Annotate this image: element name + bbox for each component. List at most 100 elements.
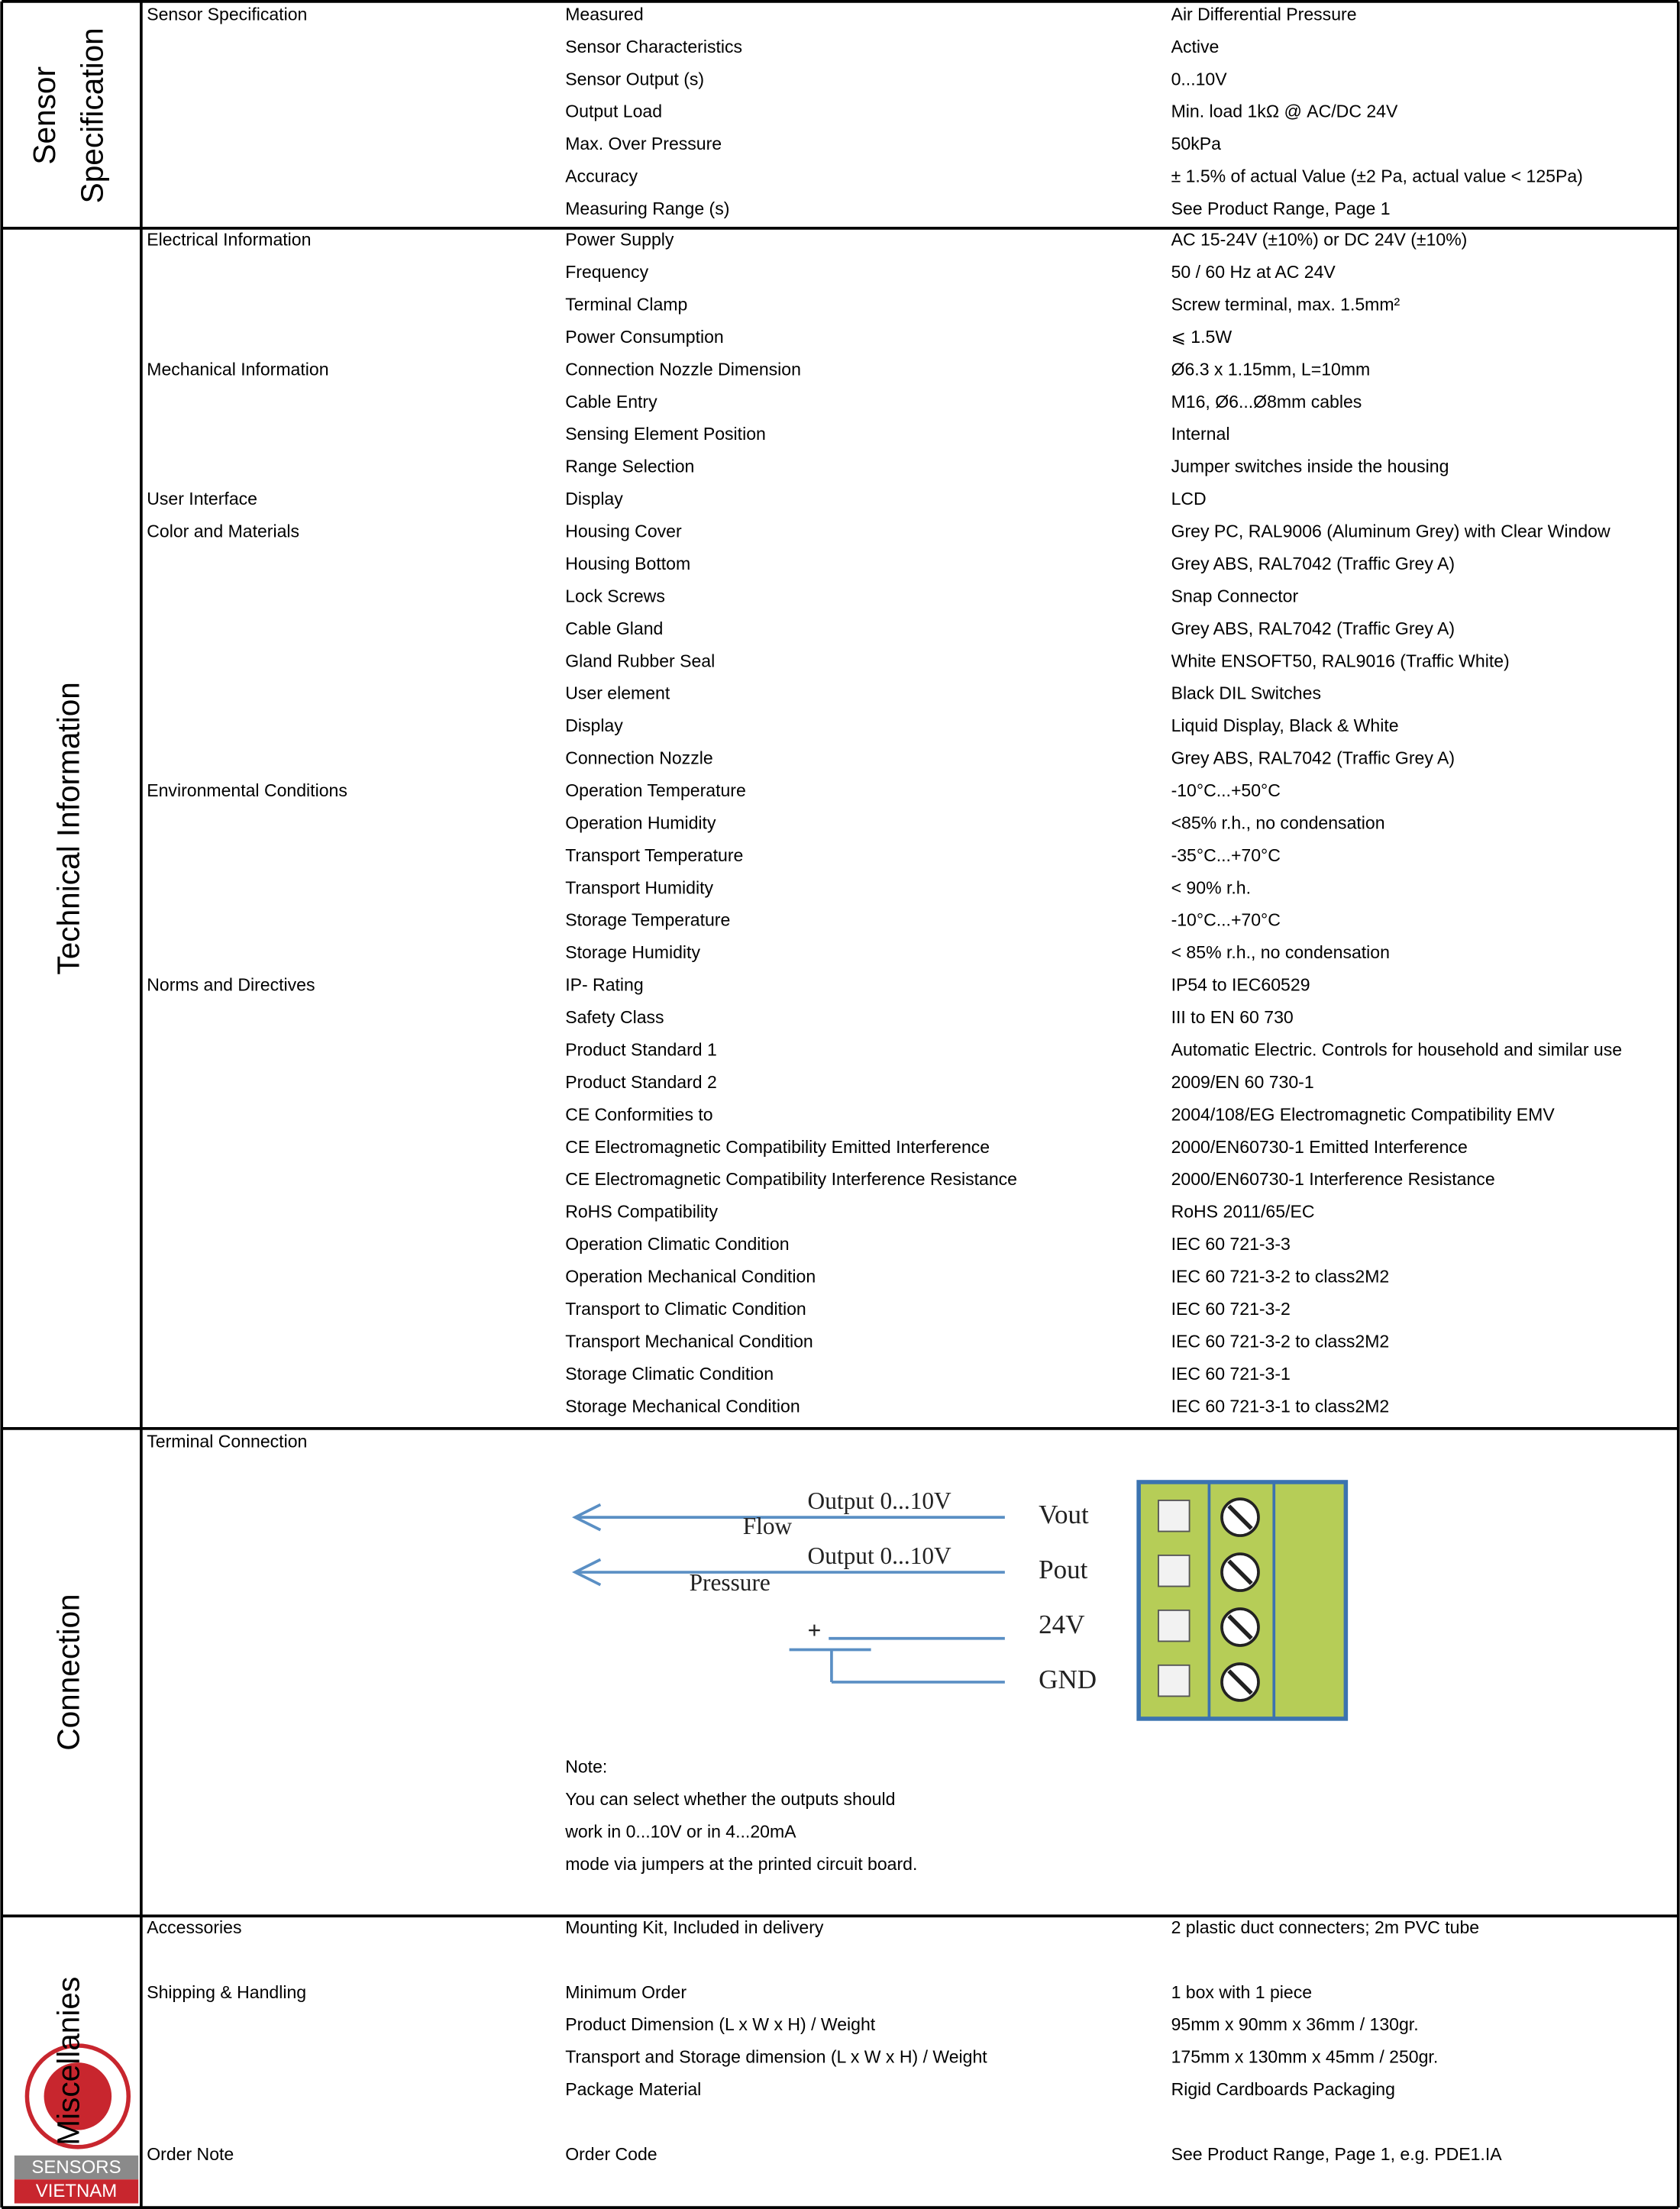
value: IEC 60 721-3-2 to class2M2	[1171, 1267, 1390, 1287]
parameter: Transport and Storage dimension (L x W x…	[565, 2047, 987, 2067]
parameter: Terminal Clamp	[565, 294, 687, 314]
value: LCD	[1171, 489, 1207, 509]
group-label: User Interface	[147, 489, 257, 509]
logo-disc	[44, 2062, 112, 2130]
value: Grey ABS, RAL7042 (Traffic Grey A)	[1171, 748, 1455, 768]
parameter: Power Supply	[565, 230, 674, 250]
value: AC 15-24V (±10%) or DC 24V (±10%)	[1171, 230, 1468, 250]
parameter: Frequency	[565, 262, 648, 282]
value: IEC 60 721-3-1	[1171, 1364, 1291, 1384]
parameter: Range Selection	[565, 457, 694, 476]
screw-slot	[1227, 1559, 1253, 1585]
terminal-slot	[1158, 1664, 1191, 1697]
value: M16, Ø6...Ø8mm cables	[1171, 392, 1362, 412]
logo-ring	[24, 2043, 131, 2149]
group-label: Color and Materials	[147, 522, 299, 541]
parameter: CE Conformities to	[565, 1104, 712, 1124]
value: Air Differential Pressure	[1171, 4, 1357, 24]
parameter: Order Code	[565, 2144, 657, 2164]
parameter: Storage Temperature	[565, 910, 730, 930]
parameter: User element	[565, 683, 670, 703]
signal-label: Flow	[743, 1513, 793, 1539]
value: Black DIL Switches	[1171, 683, 1321, 703]
group-label: Environmental Conditions	[147, 780, 347, 800]
logo-bar	[14, 2179, 139, 2204]
value: Active	[1171, 37, 1220, 57]
section-title: Technical Information	[50, 682, 86, 974]
value: 95mm x 90mm x 36mm / 130gr.	[1171, 2014, 1419, 2034]
value: IEC 60 721-3-3	[1171, 1234, 1291, 1254]
parameter: Product Standard 2	[565, 1072, 717, 1092]
arrow-head	[572, 1503, 602, 1532]
value: Grey PC, RAL9006 (Aluminum Grey) with Cl…	[1171, 522, 1611, 541]
parameter: Product Dimension (L x W x H) / Weight	[565, 2014, 876, 2034]
value: 1 box with 1 piece	[1171, 1982, 1312, 2002]
parameter: Sensor Output (s)	[565, 69, 704, 89]
value: 0...10V	[1171, 69, 1228, 89]
value: See Product Range, Page 1, e.g. PDE1.IA	[1171, 2144, 1503, 2164]
value: -35°C...+70°C	[1171, 845, 1281, 865]
value: 50 / 60 Hz at AC 24V	[1171, 262, 1336, 282]
parameter: Sensing Element Position	[565, 424, 766, 444]
value: <85% r.h., no condensation	[1171, 812, 1385, 832]
value: RoHS 2011/65/EC	[1171, 1202, 1315, 1222]
terminal-label: 24V	[1039, 1610, 1084, 1639]
value: IEC 60 721-3-2 to class2M2	[1171, 1331, 1390, 1351]
parameter: Transport Humidity	[565, 877, 713, 897]
parameter: Cable Gland	[565, 618, 663, 638]
note-line: You can select whether the outputs shoul…	[565, 1789, 895, 1809]
value: Internal	[1171, 424, 1230, 444]
parameter: RoHS Compatibility	[565, 1202, 718, 1222]
parameter: Storage Mechanical Condition	[565, 1396, 800, 1416]
logo: SENSORS VIETNAM	[14, 2043, 139, 2204]
parameter: Cable Entry	[565, 392, 657, 412]
parameter: CE Electromagnetic Compatibility Interfe…	[565, 1169, 1017, 1189]
value: 2000/EN60730-1 Interference Resistance	[1171, 1169, 1495, 1189]
parameter: Output Load	[565, 102, 662, 121]
parameter: Display	[565, 715, 623, 735]
value: Screw terminal, max. 1.5mm²	[1171, 294, 1401, 314]
terminal-label: Vout	[1039, 1500, 1089, 1529]
terminal-label: GND	[1039, 1665, 1097, 1694]
parameter: Sensor Characteristics	[565, 37, 742, 57]
group-label: Order Note	[147, 2144, 234, 2164]
value: White ENSOFT50, RAL9016 (Traffic White)	[1171, 651, 1510, 670]
value: Jumper switches inside the housing	[1171, 457, 1449, 476]
note-line: work in 0...10V or in 4...20mA	[564, 1821, 796, 1841]
value: 2004/108/EG Electromagnetic Compatibilit…	[1171, 1104, 1556, 1124]
value: -10°C...+70°C	[1171, 910, 1281, 930]
value: 50kPa	[1171, 134, 1222, 153]
logo-text: SENSORS	[31, 2157, 121, 2178]
output-label: Output 0...10V	[808, 1487, 952, 1514]
parameter: IP- Rating	[565, 975, 643, 995]
parameter: Product Standard 1	[565, 1039, 717, 1059]
group-label: Shipping & Handling	[147, 1982, 306, 2002]
parameter: Operation Climatic Condition	[565, 1234, 789, 1254]
parameter: Gland Rubber Seal	[565, 651, 715, 670]
value: 2000/EN60730-1 Emitted Interference	[1171, 1137, 1468, 1157]
value: IP54 to IEC60529	[1171, 975, 1310, 995]
parameter: Storage Climatic Condition	[565, 1364, 774, 1384]
parameter: Measuring Range (s)	[565, 199, 729, 218]
value: < 85% r.h., no condensation	[1171, 942, 1390, 962]
parameter: Operation Humidity	[565, 812, 716, 832]
value: See Product Range, Page 1	[1171, 199, 1391, 218]
parameter: Power Consumption	[565, 327, 724, 347]
signal-label: Pressure	[690, 1569, 771, 1596]
parameter: Package Material	[565, 2079, 701, 2099]
parameter: Safety Class	[565, 1007, 664, 1027]
group-label: Terminal Connection	[147, 1431, 307, 1451]
value: III to EN 60 730	[1171, 1007, 1294, 1027]
parameter: Display	[565, 489, 623, 509]
parameter: Connection Nozzle Dimension	[565, 359, 801, 379]
value: 2 plastic duct connecters; 2m PVC tube	[1171, 1917, 1480, 1937]
value: Liquid Display, Black & White	[1171, 715, 1399, 735]
value: Min. load 1kΩ @ AC/DC 24V	[1171, 102, 1398, 121]
parameter: Housing Bottom	[565, 554, 690, 573]
value: Ø6.3 x 1.15mm, L=10mm	[1171, 359, 1371, 379]
parameter: Connection Nozzle	[565, 748, 712, 768]
terminal-slot	[1158, 1609, 1191, 1642]
